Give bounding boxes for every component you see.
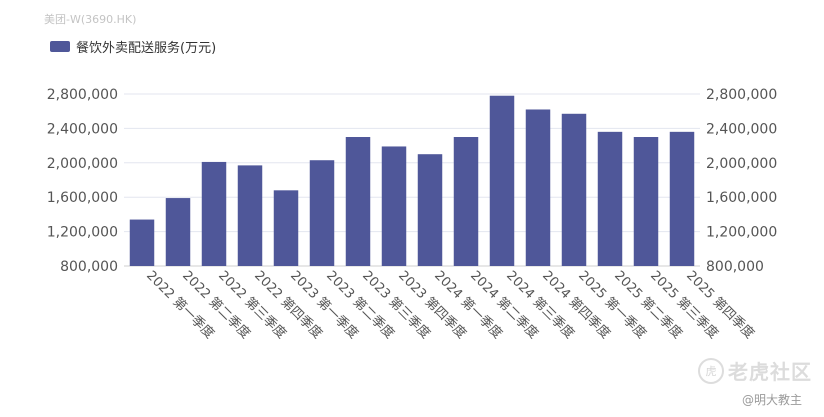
y-tick-label-left: 2,400,000 — [47, 121, 118, 137]
bar — [309, 160, 335, 266]
bar — [597, 131, 623, 266]
y-tick-label-left: 800,000 — [60, 259, 118, 275]
bar — [669, 131, 695, 266]
watermark: 虎 老虎社区 — [698, 356, 812, 385]
bar — [489, 95, 515, 266]
bar — [633, 137, 659, 266]
author-label: @明大教主 — [742, 393, 803, 407]
y-tick-label-right: 1,600,000 — [706, 190, 777, 206]
y-tick-label-left: 1,200,000 — [47, 225, 118, 241]
bar — [525, 109, 551, 266]
bar — [201, 161, 227, 266]
bar — [453, 137, 479, 266]
watermark-text: 老虎社区 — [728, 360, 812, 384]
bar — [345, 137, 371, 266]
y-tick-label-right: 2,800,000 — [706, 87, 777, 103]
tiger-logo-icon: 虎 — [698, 357, 724, 384]
legend: 餐饮外卖配送服务(万元) — [50, 37, 216, 56]
bar — [273, 190, 299, 266]
y-tick-label-right: 800,000 — [706, 259, 764, 275]
y-tick-label-left: 1,600,000 — [47, 190, 118, 206]
legend-label: 餐饮外卖配送服务(万元) — [76, 41, 217, 56]
y-tick-label-right: 2,000,000 — [706, 156, 777, 172]
bar — [129, 219, 155, 266]
y-tick-label-left: 2,000,000 — [47, 156, 118, 172]
y-tick-label-left: 2,800,000 — [47, 87, 118, 103]
bar — [237, 165, 263, 266]
bar — [381, 146, 407, 266]
y-tick-label-right: 1,200,000 — [706, 225, 777, 241]
bar — [165, 198, 191, 266]
bar — [417, 154, 443, 266]
y-tick-label-right: 2,400,000 — [706, 121, 777, 137]
legend-swatch — [50, 41, 70, 52]
bar — [561, 113, 587, 266]
ticker-label: 美团-W(3690.HK) — [44, 13, 137, 26]
